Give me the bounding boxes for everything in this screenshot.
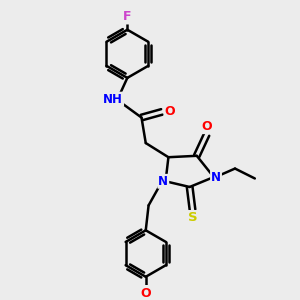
Text: N: N [211,171,221,184]
Text: NH: NH [103,93,123,106]
Text: F: F [123,11,132,23]
Text: O: O [201,120,212,133]
Text: O: O [164,105,175,119]
Text: N: N [158,175,168,188]
Text: O: O [140,287,151,300]
Text: S: S [188,211,197,224]
